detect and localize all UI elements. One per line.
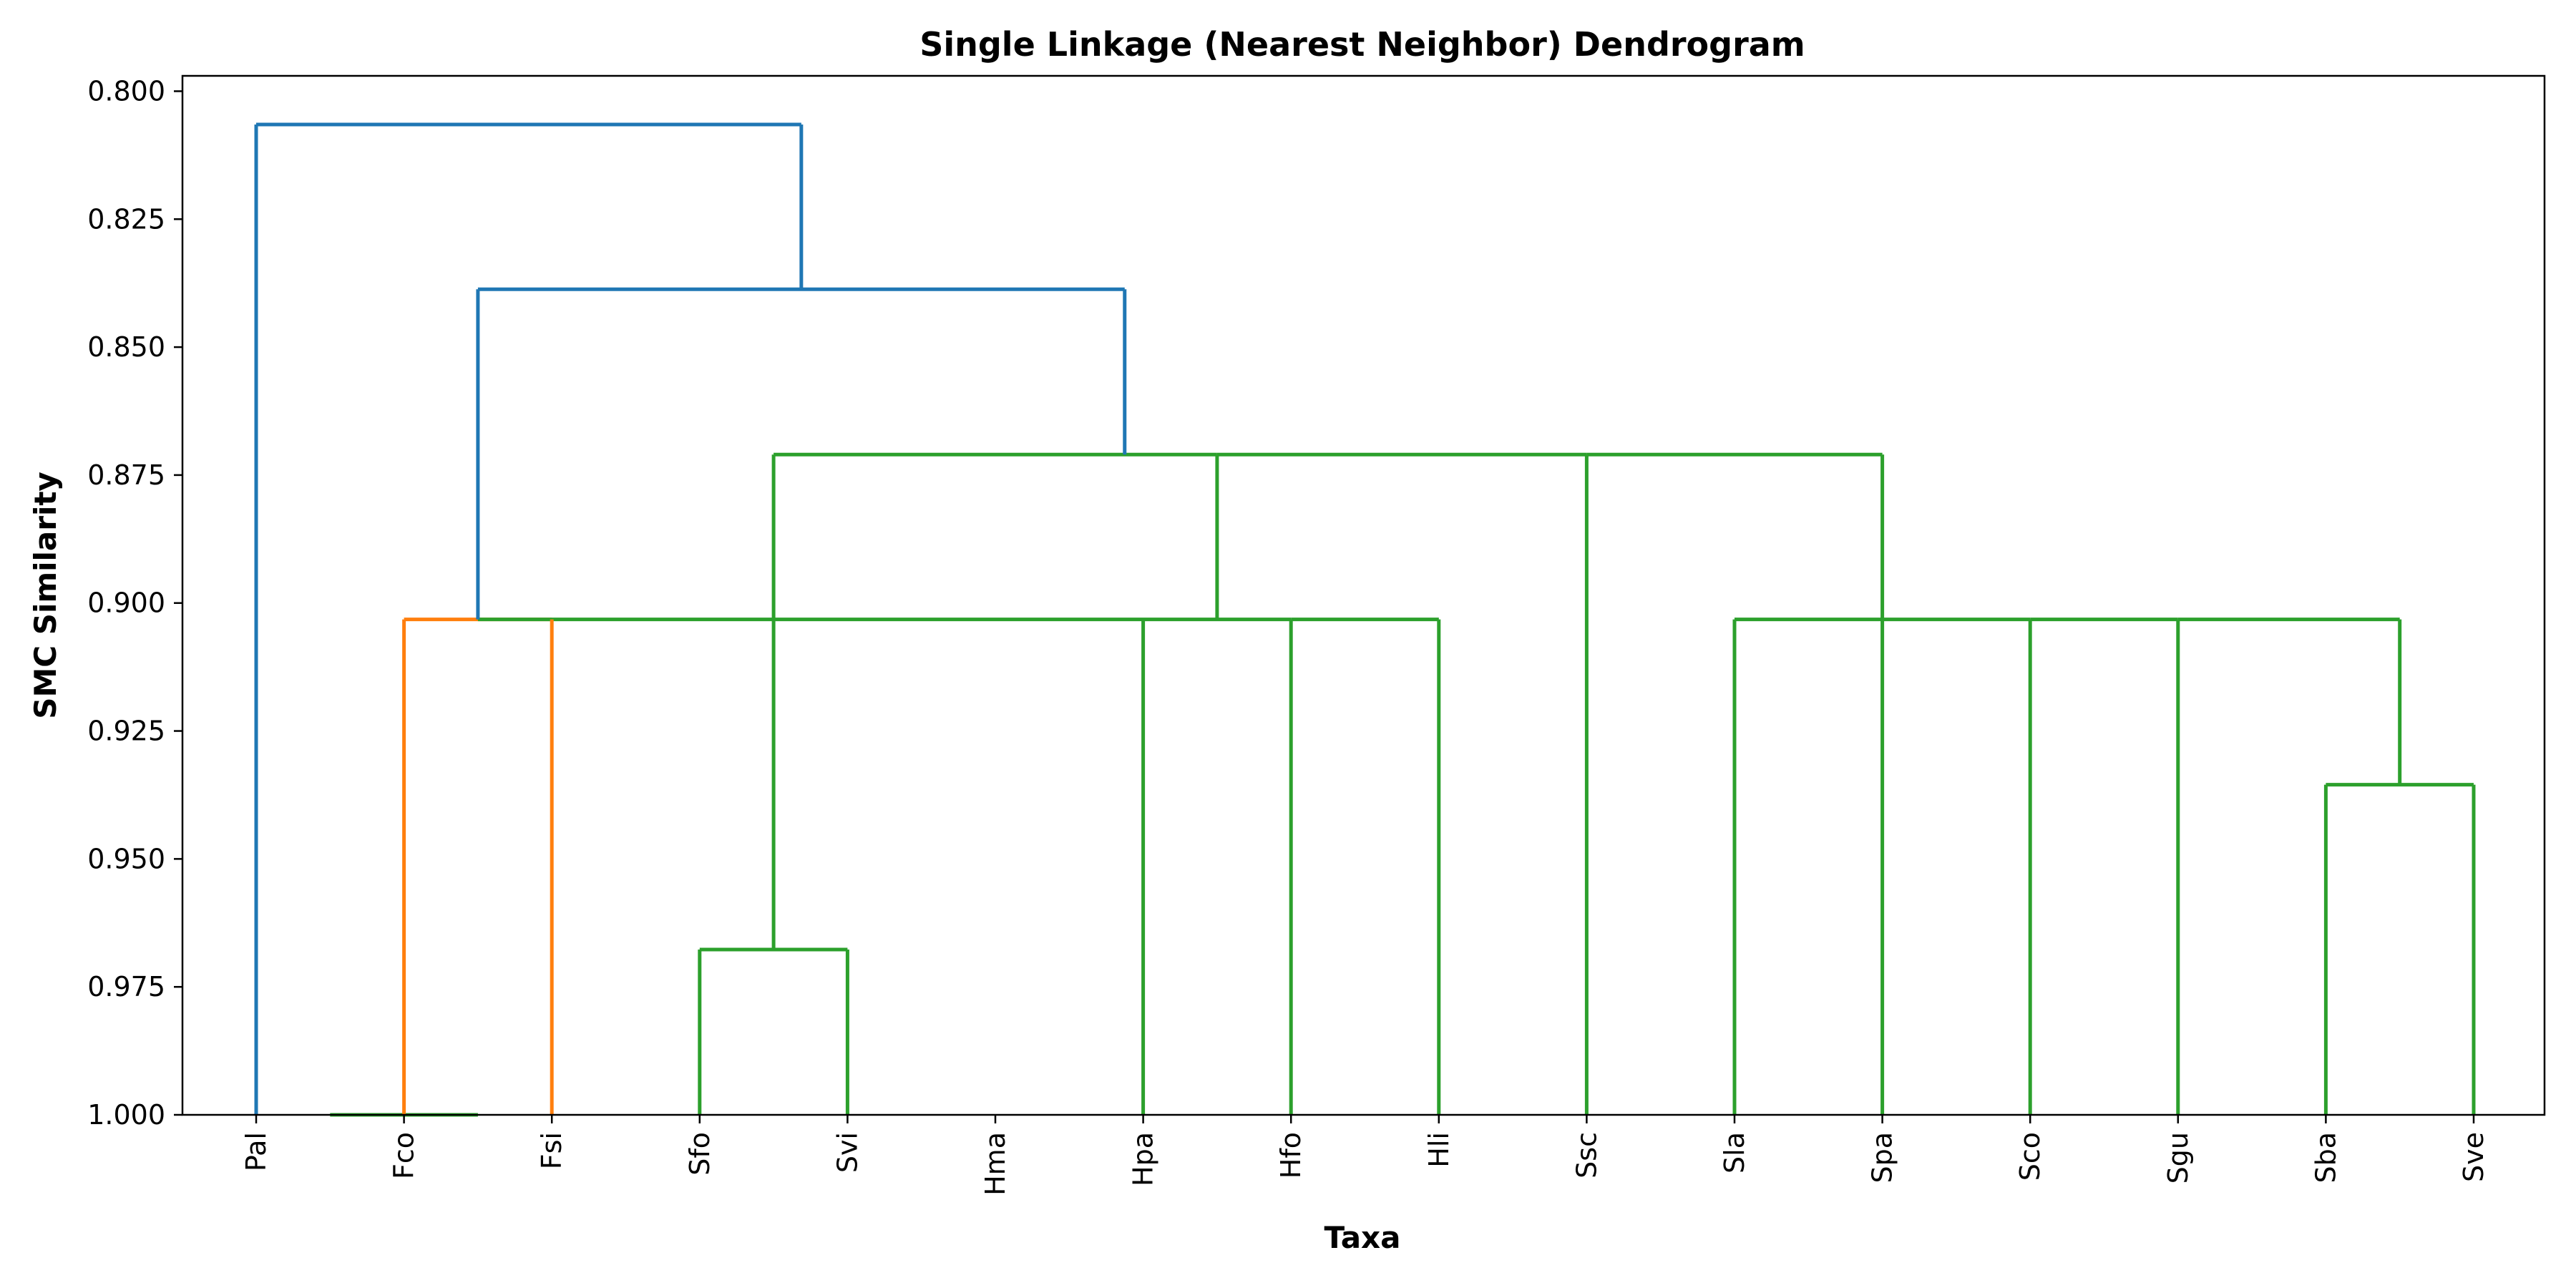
leaf-label: Fco — [389, 1132, 420, 1179]
y-axis-label: SMC Similarity — [28, 472, 63, 719]
x-axis: Pal Fco Fsi Sfo Svi Hma Hpa Hfo Hli Ssc Sla Spa Sco S… — [240, 1115, 2489, 1196]
y-tick-label: 0.950 — [87, 843, 165, 874]
leaf-label: Pal — [240, 1132, 272, 1171]
leaf-label: Fsi — [536, 1132, 567, 1169]
leaf-label: Spa — [1867, 1132, 1898, 1184]
y-tick-label: 0.975 — [87, 971, 165, 1002]
y-tick-label: 0.850 — [87, 331, 165, 363]
y-axis: 0.800 0.825 0.850 0.875 0.900 0.925 0.950 0.975… — [87, 75, 182, 1131]
leaf-label: Sfo — [684, 1132, 716, 1176]
plot-frame — [181, 74, 2546, 1116]
leaf-label: Hma — [980, 1132, 1011, 1196]
leaf-label: Sve — [2458, 1132, 2489, 1182]
leaf-label: Sgu — [2162, 1132, 2194, 1184]
y-tick-label: 0.925 — [87, 716, 165, 747]
leaf-label: Hli — [1423, 1132, 1455, 1168]
leaf-label: Sba — [2310, 1132, 2341, 1184]
y-tick-label: 0.875 — [87, 459, 165, 491]
leaf-label: Hfo — [1275, 1132, 1307, 1179]
leaf-label: Ssc — [1571, 1132, 1602, 1179]
leaf-label: Hpa — [1128, 1132, 1159, 1186]
chart-title: Single Linkage (Nearest Neighbor) Dendro… — [919, 25, 1805, 64]
leaf-label: Sco — [2014, 1132, 2046, 1181]
x-axis-label: Taxa — [1324, 1220, 1400, 1255]
y-tick-label: 0.800 — [87, 75, 165, 107]
y-tick-label: 0.825 — [87, 203, 165, 235]
leaf-label: Svi — [831, 1132, 863, 1173]
y-tick-label: 0.900 — [87, 587, 165, 619]
y-tick-label: 1.000 — [87, 1099, 165, 1131]
dendrogram-links — [254, 122, 2476, 1117]
leaf-label: Sla — [1719, 1132, 1750, 1174]
